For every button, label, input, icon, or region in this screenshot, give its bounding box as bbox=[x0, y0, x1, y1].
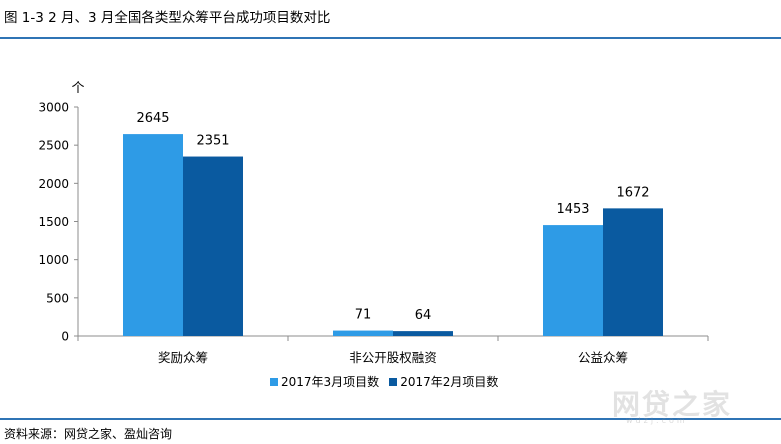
data-label-february: 64 bbox=[415, 308, 432, 323]
data-label-march: 71 bbox=[355, 308, 372, 323]
bottom-rule bbox=[0, 418, 781, 420]
bar-march bbox=[543, 225, 603, 336]
data-label-february: 1672 bbox=[616, 185, 649, 200]
watermark-logo: 网贷之家 bbox=[612, 388, 733, 421]
y-tick-label: 3000 bbox=[38, 101, 69, 115]
y-tick-label: 2500 bbox=[38, 139, 69, 153]
chart-legend: 2017年3月项目数 2017年2月项目数 bbox=[270, 373, 498, 390]
bar-march bbox=[333, 330, 393, 336]
bar-february bbox=[393, 331, 453, 336]
data-label-march: 2645 bbox=[136, 111, 169, 126]
y-tick-label: 500 bbox=[46, 291, 69, 305]
y-axis-unit-label: 个 bbox=[71, 81, 84, 96]
legend-item-march: 2017年3月项目数 bbox=[270, 373, 379, 390]
source-note: 资料来源：网贷之家、盈灿咨询 bbox=[4, 427, 173, 441]
category-label: 公益众筹 bbox=[578, 350, 628, 365]
legend-label-march: 2017年3月项目数 bbox=[281, 375, 380, 389]
y-tick-label: 0 bbox=[61, 330, 69, 344]
y-tick-label: 1500 bbox=[38, 215, 69, 229]
category-label: 奖励众筹 bbox=[158, 350, 208, 365]
top-rule bbox=[0, 37, 781, 39]
bar-march bbox=[123, 134, 183, 336]
figure-title: 图 1-3 2 月、3 月全国各类型众筹平台成功项目数对比 bbox=[4, 10, 331, 26]
legend-label-february: 2017年2月项目数 bbox=[400, 375, 499, 389]
legend-swatch-february bbox=[389, 377, 398, 386]
legend-item-february: 2017年2月项目数 bbox=[389, 373, 498, 390]
bar-february bbox=[603, 208, 663, 336]
y-tick-label: 1000 bbox=[38, 253, 69, 267]
bar-february bbox=[183, 156, 243, 336]
category-label: 非公开股权融资 bbox=[349, 350, 437, 365]
data-label-march: 1453 bbox=[556, 202, 589, 217]
watermark-url: wdzj.com bbox=[626, 416, 688, 425]
y-tick-label: 2000 bbox=[38, 177, 69, 191]
data-label-february: 2351 bbox=[196, 134, 229, 149]
legend-swatch-march bbox=[270, 377, 278, 386]
